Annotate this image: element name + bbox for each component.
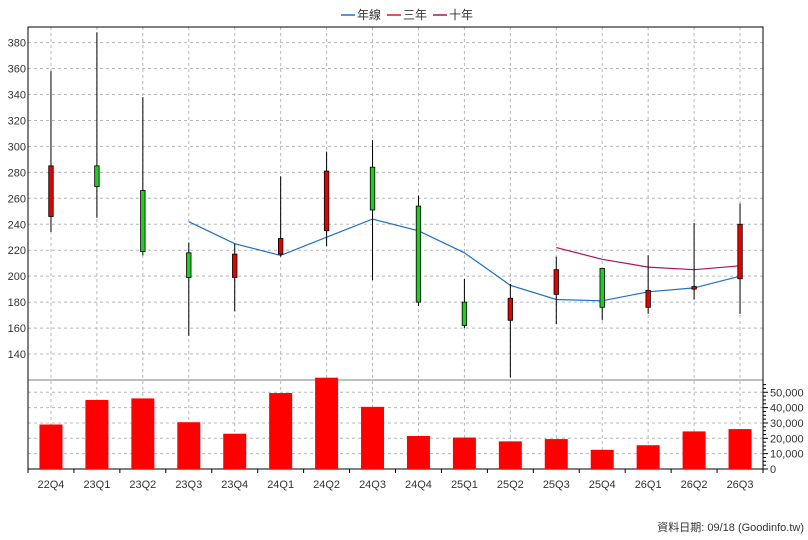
volume-tick-label: 0	[770, 464, 776, 476]
category-label: 23Q2	[129, 479, 156, 491]
candle-body	[278, 238, 284, 255]
price-tick-label: 240	[8, 219, 26, 231]
volume-bar	[131, 398, 155, 469]
volume-bar	[498, 441, 522, 469]
volume-bar	[269, 393, 293, 469]
volume-bar	[452, 437, 476, 469]
volume-bar	[590, 449, 614, 469]
volume-tick-label: 10,000	[770, 449, 804, 461]
candle-body	[323, 170, 330, 232]
volume-bars	[39, 377, 752, 469]
volume-bar	[361, 406, 385, 469]
price-tick-label: 340	[8, 89, 26, 101]
price-tick-label: 200	[8, 271, 26, 283]
legend-label-2: 十年	[449, 8, 473, 22]
category-label: 24Q4	[405, 479, 432, 491]
category-label: 25Q3	[543, 479, 570, 491]
price-tick-label: 260	[8, 193, 26, 205]
volume-tick-label: 40,000	[770, 403, 804, 415]
volume-tick-label: 20,000	[770, 433, 804, 445]
price-tick-label: 320	[8, 115, 26, 127]
category-label: 24Q2	[313, 479, 340, 491]
price-tick-label: 280	[8, 167, 26, 179]
price-tick-label: 380	[8, 38, 26, 50]
category-label: 23Q3	[175, 479, 202, 491]
category-label: 26Q2	[681, 479, 708, 491]
candle-body	[645, 290, 651, 308]
price-tick-label: 140	[8, 349, 26, 361]
price-tick-label: 360	[8, 64, 26, 76]
candle-body	[691, 286, 697, 290]
category-label: 24Q1	[267, 479, 294, 491]
candle-body	[369, 166, 376, 211]
category-label: 25Q1	[451, 479, 478, 491]
candle-body	[48, 165, 54, 217]
volume-bar	[85, 399, 109, 469]
volume-bar	[728, 429, 752, 469]
volume-bar	[315, 377, 339, 469]
price-tick-label: 300	[8, 141, 26, 153]
axis-labels: 140 160 180 200 220 240 260 280 300 320 340 360 380 0…	[8, 38, 804, 491]
volume-tick-label: 30,000	[770, 418, 804, 430]
candle-body	[140, 190, 146, 252]
category-label: 24Q3	[359, 479, 386, 491]
volume-bar	[223, 433, 247, 469]
source-note: 資料日期: 09/18 (Goodinfo.tw)	[657, 520, 804, 534]
category-label: 23Q4	[221, 479, 248, 491]
category-label: 26Q1	[635, 479, 662, 491]
legend: 年線 三年 十年	[341, 7, 473, 22]
candle-body	[186, 252, 192, 278]
candle-body	[599, 267, 605, 308]
candle-body	[415, 205, 422, 303]
legend-label-0: 年線	[357, 7, 381, 22]
volume-tick-label: 50,000	[770, 387, 804, 399]
price-tick-label: 180	[8, 297, 26, 309]
price-tick-label: 160	[8, 323, 26, 335]
volume-bar	[39, 424, 63, 469]
category-label: 26Q3	[727, 479, 754, 491]
candle-body	[737, 223, 743, 280]
category-label: 25Q4	[589, 479, 616, 491]
volume-bar	[406, 436, 430, 469]
candle-body	[232, 253, 238, 278]
plot-frames	[27, 26, 768, 473]
volume-bar	[682, 431, 706, 469]
volume-bar	[544, 439, 568, 469]
candle-body	[461, 301, 468, 326]
volume-bar	[636, 445, 660, 469]
category-label: 22Q4	[38, 479, 65, 491]
category-label: 23Q1	[83, 479, 110, 491]
candle-body	[507, 297, 513, 321]
candle-body	[94, 165, 100, 188]
legend-label-1: 三年	[403, 8, 427, 22]
volume-bar	[177, 422, 201, 469]
candlesticks	[48, 32, 743, 378]
category-label: 25Q2	[497, 479, 524, 491]
price-tick-label: 220	[8, 245, 26, 257]
candle-body	[553, 269, 559, 295]
